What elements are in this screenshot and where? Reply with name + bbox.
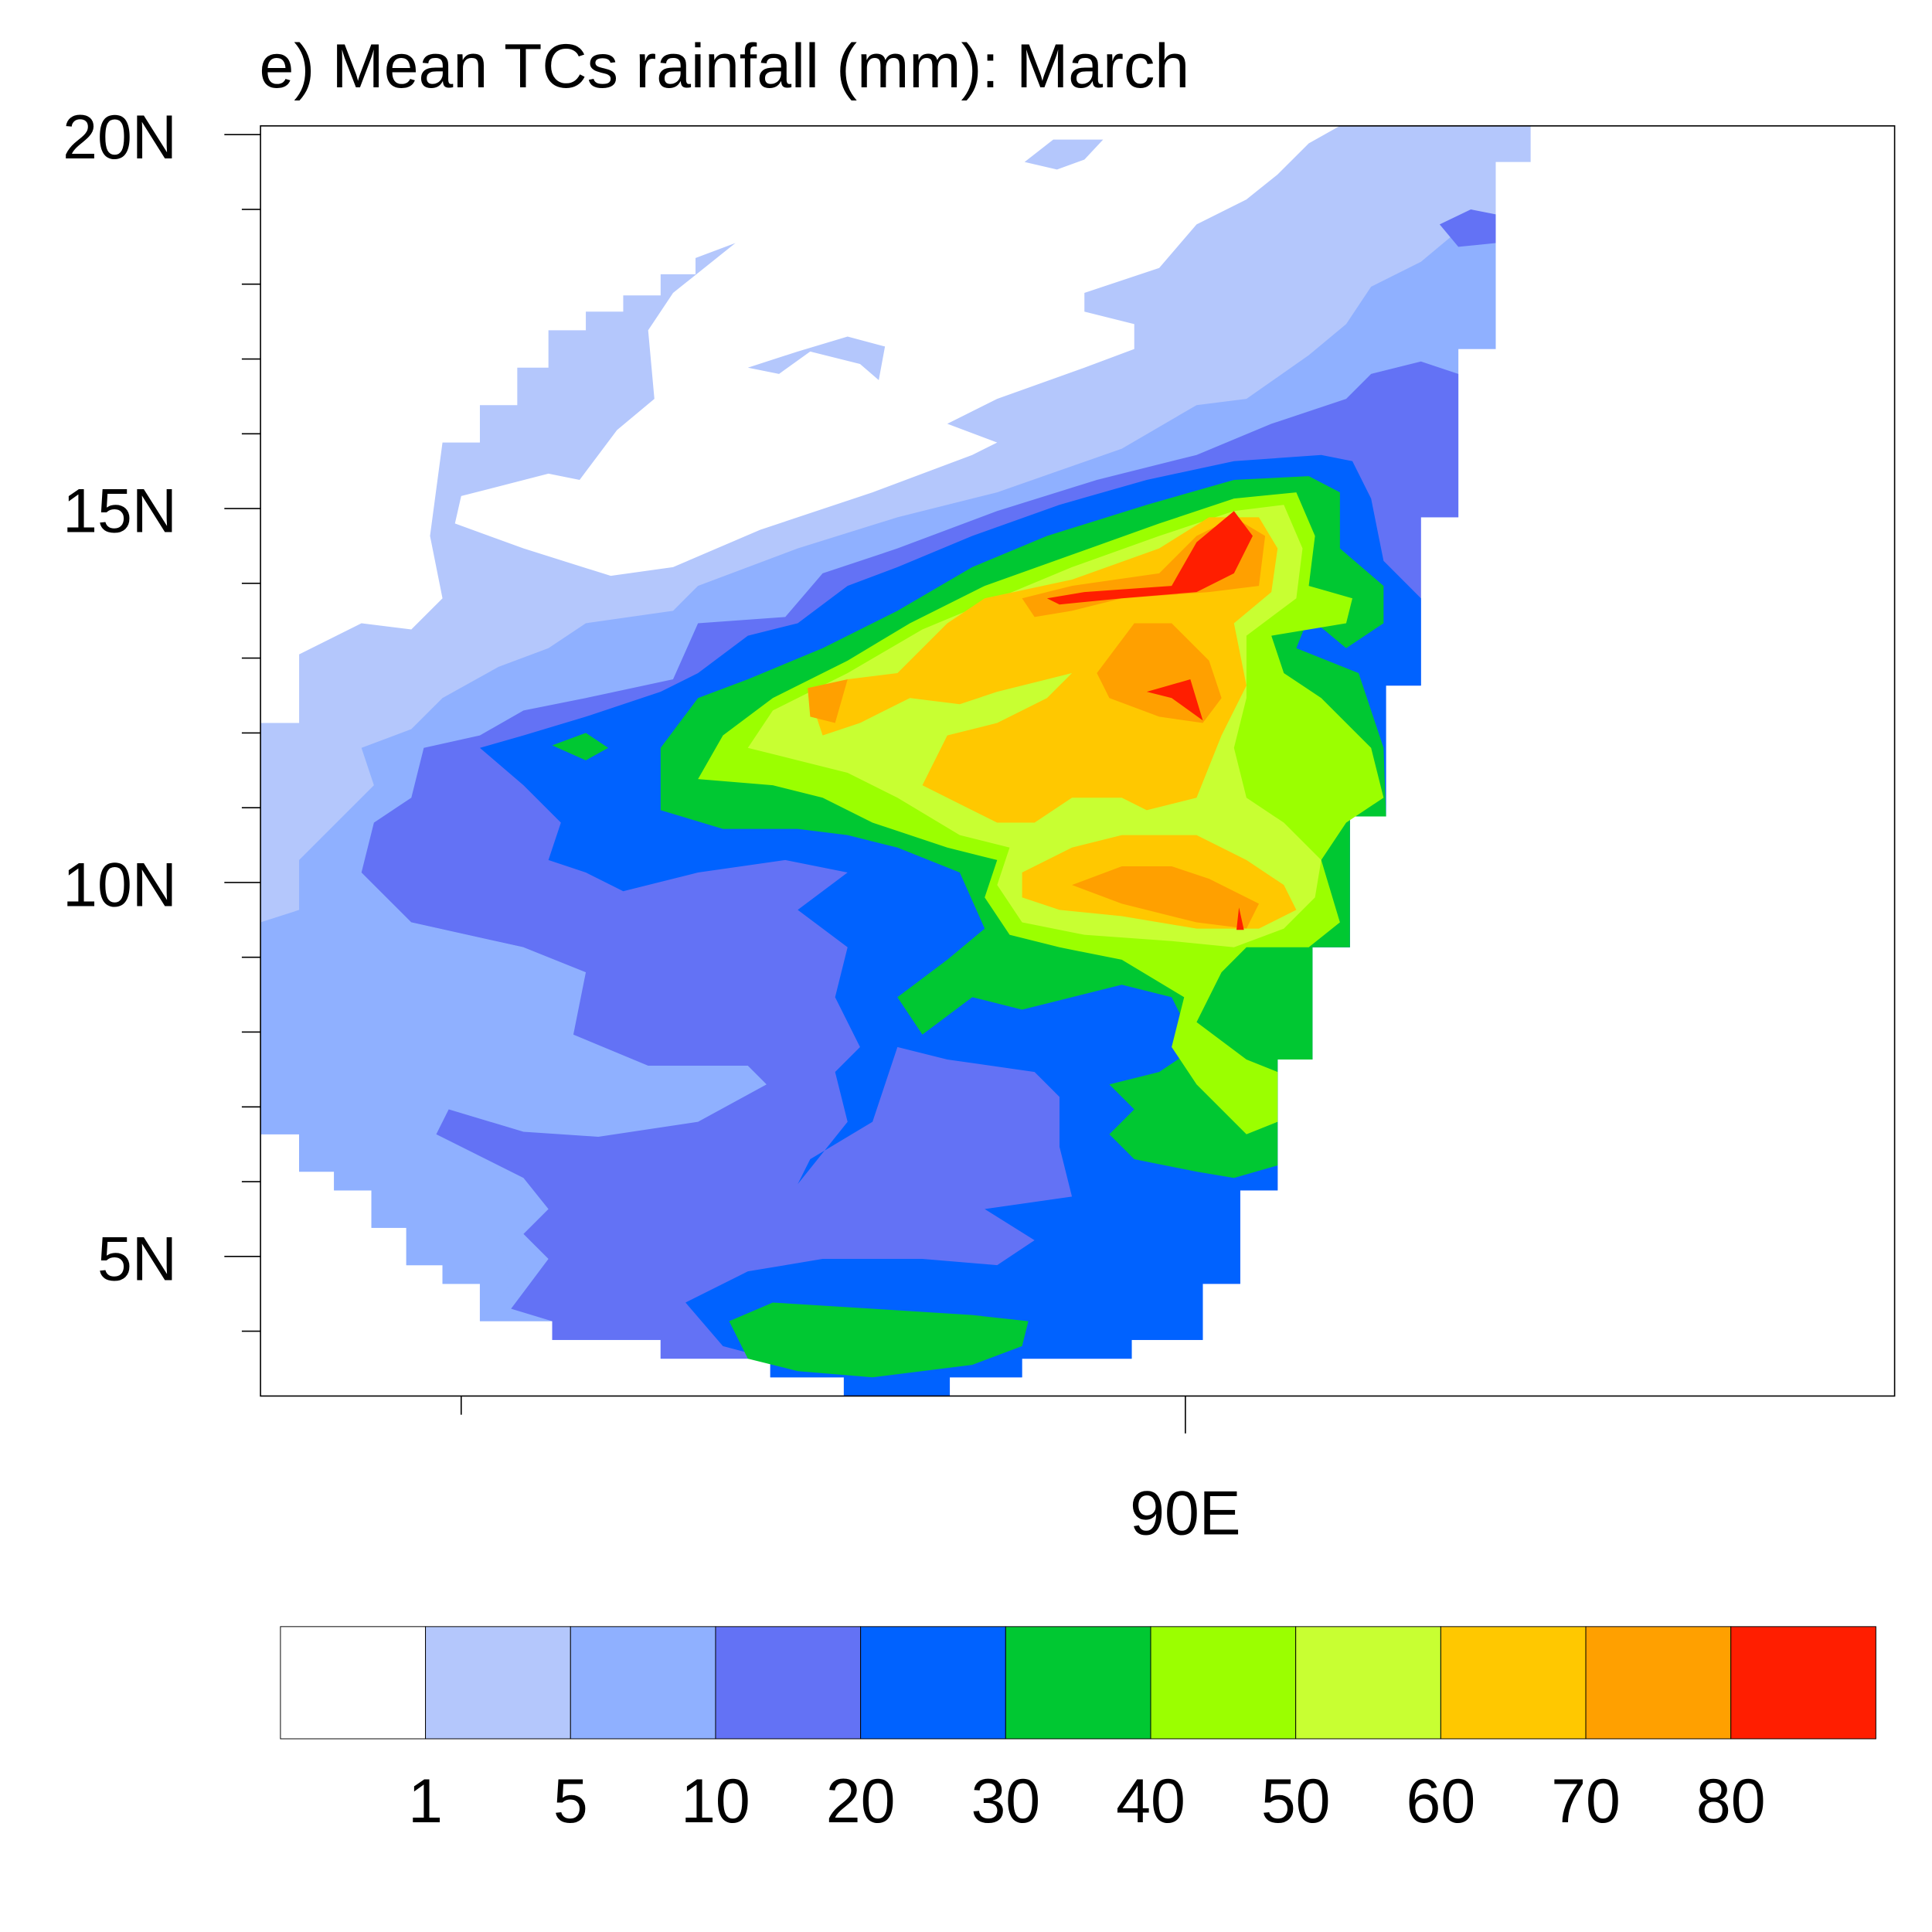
colorbar-level-label: 20 xyxy=(826,1767,896,1836)
contour-70-80-patch xyxy=(1072,866,1260,929)
colorbar-swatch xyxy=(570,1626,716,1740)
colorbar-swatch xyxy=(1150,1626,1297,1740)
colorbar-swatch xyxy=(280,1626,427,1740)
lat-label-20n: 20N xyxy=(63,103,177,172)
colorbar-level-label: 80 xyxy=(1696,1767,1766,1836)
contour-above-80 xyxy=(1046,511,1253,605)
colorbar-swatch xyxy=(425,1626,571,1740)
contour-1-5-patch xyxy=(1024,139,1104,170)
contour-30-40-patch xyxy=(552,733,609,760)
colorbar-level-label: 1 xyxy=(408,1767,443,1836)
colorbar-swatch xyxy=(1730,1626,1876,1740)
chart-title: e) Mean TCs rainfall (mm): March xyxy=(259,32,1189,101)
colorbar-swatch xyxy=(715,1626,862,1740)
contour-5-10-patch xyxy=(260,922,767,1321)
colorbar-level-label: 30 xyxy=(971,1767,1040,1836)
colorbar: 1 5 10 20 30 40 50 60 70 80 xyxy=(280,1626,1876,1836)
lat-label-10n: 10N xyxy=(63,851,177,920)
colorbar-swatch xyxy=(1585,1626,1732,1740)
colorbar-level-label: 5 xyxy=(553,1767,588,1836)
colorbar-level-label: 50 xyxy=(1261,1767,1331,1836)
contour-70-80-patch xyxy=(808,679,848,723)
lat-label-15n: 15N xyxy=(63,477,177,546)
colorbar-swatch xyxy=(1440,1626,1587,1740)
colorbar-level-label: 70 xyxy=(1551,1767,1621,1836)
lat-ticks xyxy=(224,134,1186,1434)
lon-label-90e: 90E xyxy=(1130,1478,1240,1548)
colorbar-level-label: 10 xyxy=(681,1767,750,1836)
contour-1-5-patch xyxy=(747,336,886,380)
contour-above-80-patch xyxy=(1236,907,1244,930)
colorbar-level-label: 60 xyxy=(1406,1767,1476,1836)
contour-10-20-patch xyxy=(1439,209,1496,247)
contour-30-40-patch xyxy=(729,1302,1029,1378)
colorbar-swatch xyxy=(860,1626,1006,1740)
map-plot-area: 20N 15N 10N 5N 90E xyxy=(63,103,1896,1548)
lat-label-5n: 5N xyxy=(97,1224,177,1294)
colorbar-level-label: 40 xyxy=(1116,1767,1185,1836)
contour-below-1 xyxy=(260,125,1340,723)
contour-above-80-patch xyxy=(1146,679,1203,721)
colorbar-swatch xyxy=(1005,1626,1151,1740)
colorbar-swatch xyxy=(1295,1626,1441,1740)
plot-frame xyxy=(260,125,1896,1397)
